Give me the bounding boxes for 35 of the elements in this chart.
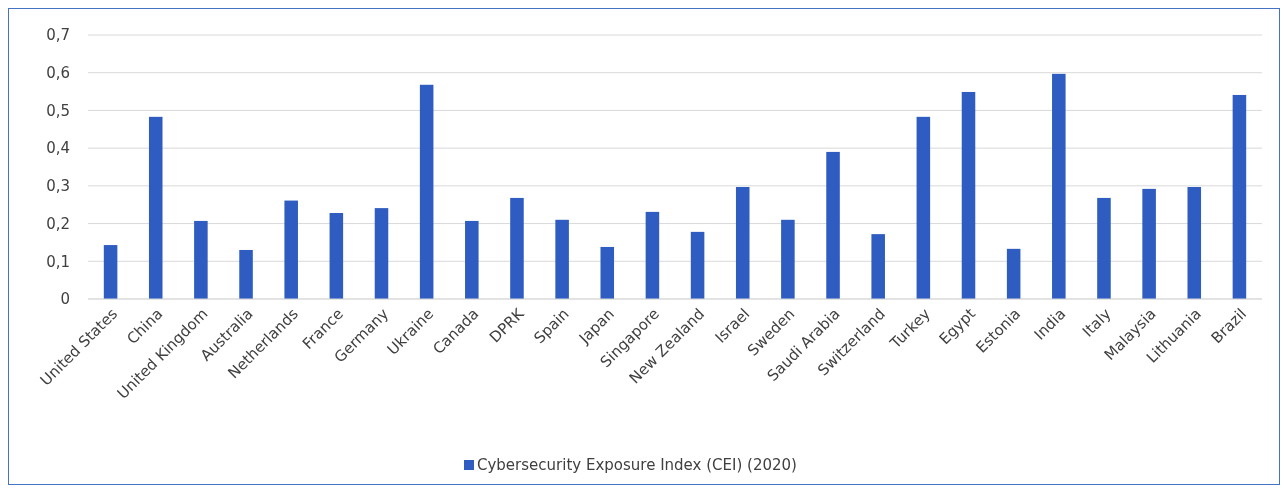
y-tick-label: 0,3 — [46, 177, 70, 196]
y-tick-label: 0,4 — [46, 139, 70, 158]
bar — [329, 213, 344, 299]
bar — [419, 84, 434, 299]
bar — [148, 116, 163, 299]
bar — [1187, 186, 1202, 299]
bar — [1097, 197, 1111, 299]
bar — [690, 231, 705, 299]
bar — [284, 200, 298, 299]
y-tick-label: 0,6 — [46, 63, 70, 82]
bar — [600, 246, 615, 299]
bar — [103, 245, 118, 299]
bar — [239, 249, 253, 299]
bar — [1232, 94, 1247, 299]
bar — [465, 220, 479, 299]
y-tick-label: 0,1 — [46, 252, 70, 271]
bar — [781, 219, 795, 299]
bar — [555, 219, 569, 299]
bar — [961, 91, 976, 299]
bar — [374, 208, 389, 299]
bar — [826, 151, 840, 299]
y-tick-label: 0,5 — [46, 101, 70, 120]
bar — [871, 234, 885, 299]
y-tick-label: 0,2 — [46, 214, 70, 233]
bar — [1052, 73, 1066, 299]
bar — [510, 197, 524, 299]
y-tick-label: 0,7 — [46, 26, 70, 45]
bar — [1142, 188, 1156, 299]
bar — [916, 116, 931, 299]
bar — [735, 186, 750, 299]
y-tick-label: 0 — [60, 290, 70, 309]
bar — [1006, 248, 1021, 299]
bar — [194, 220, 208, 299]
legend-label: Cybersecurity Exposure Index (CEI) (2020) — [477, 456, 797, 475]
bar — [645, 211, 660, 299]
